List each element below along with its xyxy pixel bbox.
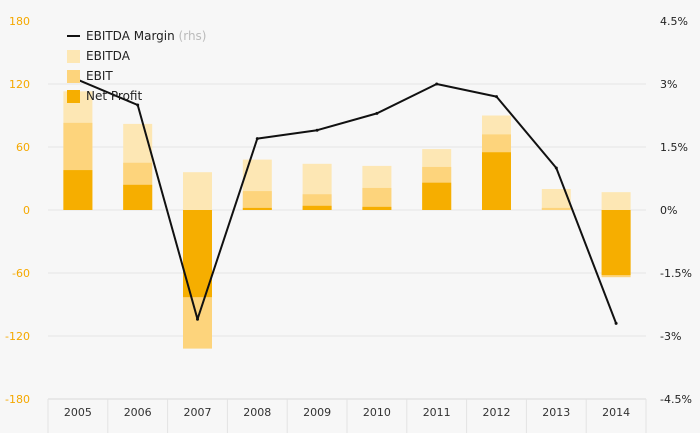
- bars: [63, 91, 631, 349]
- bar-net-profit-2006: [123, 184, 153, 210]
- point-ebitda-margin-2014: [614, 321, 618, 325]
- x-tick-label: 2014: [602, 406, 630, 419]
- x-axis: 2005 2006 2007 2008 2009 2010 2011 2012 2013 2014: [47, 398, 647, 433]
- bar-net-profit-2005: [63, 170, 93, 210]
- left-tick-label: 0: [23, 204, 30, 217]
- point-ebitda-margin-2013: [554, 166, 558, 170]
- line-ebitda-margin: [77, 78, 618, 324]
- left-tick-label: 180: [9, 15, 30, 28]
- left-axis-ticks: 180 120 60 0 -60 -120 -180: [5, 15, 30, 406]
- right-tick-label: 4.5%: [660, 15, 688, 28]
- point-ebitda-margin-2006: [136, 103, 140, 107]
- point-ebitda-margin-2010: [375, 111, 379, 115]
- left-tick-label: -180: [5, 393, 30, 406]
- bar-net-profit-2008: [242, 207, 272, 210]
- left-tick-label: 120: [9, 78, 30, 91]
- legend-swatch: [67, 90, 80, 103]
- x-tick-label: 2013: [542, 406, 570, 419]
- right-tick-label: -4.5%: [660, 393, 692, 406]
- x-tick-label: 2012: [483, 406, 511, 419]
- point-ebitda-margin-2009: [315, 128, 319, 132]
- point-ebitda-margin-2008: [255, 137, 259, 141]
- bar-net-profit-2012: [482, 152, 511, 210]
- point-ebitda-margin-2007: [196, 317, 199, 321]
- x-tick-label: 2005: [64, 406, 92, 419]
- bar-net-profit-2011: [422, 182, 452, 210]
- x-tick-label: 2011: [423, 406, 451, 419]
- right-tick-label: 0%: [660, 204, 677, 217]
- legend-label: EBIT: [86, 69, 113, 83]
- legend: EBITDA Margin (rhs) EBITDA EBIT Net Profit: [67, 29, 207, 103]
- legend-suffix: (rhs): [175, 29, 207, 43]
- legend-swatch: [67, 50, 80, 63]
- bar-net-profit-2014: [601, 210, 631, 276]
- x-tick-label: 2007: [184, 406, 212, 419]
- bar-ebitda-2014: [601, 192, 631, 210]
- bar-ebit-2008: [242, 191, 272, 210]
- right-tick-label: -1.5%: [660, 267, 692, 280]
- margin-line: [76, 78, 618, 325]
- right-tick-label: 3%: [660, 78, 677, 91]
- bar-net-profit-2010: [362, 206, 392, 210]
- left-tick-label: -60: [12, 267, 30, 280]
- x-tick-label: 2006: [124, 406, 152, 419]
- legend-item-ebit: EBIT: [67, 69, 113, 83]
- bar-net-profit-2009: [302, 205, 332, 210]
- point-ebitda-margin-2011: [435, 82, 439, 86]
- legend-label: Net Profit: [86, 89, 142, 103]
- bar-ebitda-2007: [183, 172, 212, 210]
- x-tick-label: 2008: [243, 406, 271, 419]
- legend-item-ebitda-margin: EBITDA Margin (rhs): [67, 29, 207, 43]
- bar-ebitda-2013: [541, 189, 571, 210]
- legend-swatch: [67, 70, 80, 83]
- left-tick-label: 60: [16, 141, 30, 154]
- bar-ebit-2010: [362, 187, 392, 210]
- legend-item-ebitda: EBITDA: [67, 49, 131, 63]
- bar-ebit-2013: [541, 207, 571, 210]
- legend-label: EBITDA Margin (rhs): [86, 29, 207, 43]
- point-ebitda-margin-2012: [495, 95, 498, 99]
- x-tick-label: 2009: [303, 406, 331, 419]
- right-tick-label: 1.5%: [660, 141, 688, 154]
- legend-item-net-profit: Net Profit: [67, 89, 142, 103]
- legend-label: EBITDA: [86, 49, 131, 63]
- x-tick-label: 2010: [363, 406, 391, 419]
- left-tick-label: -120: [5, 330, 30, 343]
- right-axis-ticks: 4.5% 3% 1.5% 0% -1.5% -3% -4.5%: [660, 15, 692, 406]
- right-tick-label: -3%: [660, 330, 681, 343]
